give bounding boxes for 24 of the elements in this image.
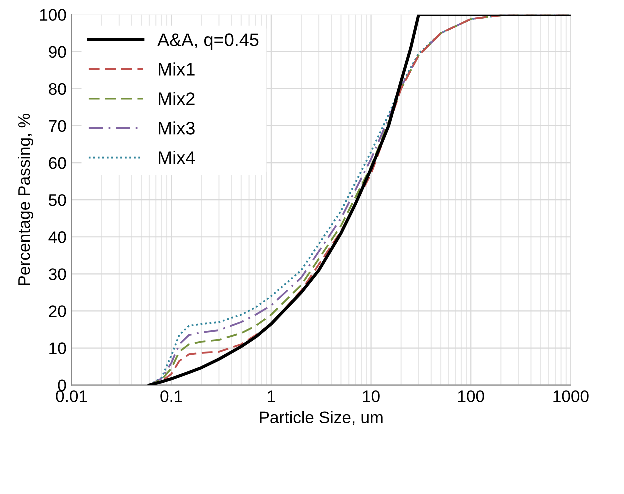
y-tick-label: 100 bbox=[40, 9, 66, 22]
y-tick-label: 70 bbox=[49, 120, 66, 132]
legend-label: Mix4 bbox=[159, 151, 196, 164]
y-axis-title: Percentage Passing, % bbox=[18, 114, 34, 286]
y-tick-label: 30 bbox=[49, 268, 66, 280]
x-axis-title: Particle Size, um bbox=[260, 411, 383, 426]
y-tick-label: 90 bbox=[49, 46, 66, 58]
y-tick-label: 10 bbox=[50, 342, 66, 354]
legend-label: Mix3 bbox=[159, 122, 195, 135]
x-tick-label: 10 bbox=[363, 390, 380, 402]
x-tick-label: 0.01 bbox=[56, 390, 88, 402]
y-tick-label: 0 bbox=[58, 380, 66, 392]
x-tick-label: 0.1 bbox=[160, 390, 182, 402]
legend-label: A&A, q=0.45 bbox=[158, 34, 259, 50]
y-tick-label: 40 bbox=[48, 232, 66, 244]
x-tick-label: 1000 bbox=[554, 390, 589, 402]
legend-label: Mix1 bbox=[159, 62, 195, 76]
legend-label: Mix2 bbox=[159, 92, 195, 106]
y-tick-label: 50 bbox=[49, 194, 66, 206]
x-tick-label: 100 bbox=[458, 390, 484, 402]
y-tick-label: 20 bbox=[49, 306, 66, 318]
x-tick-label: 1 bbox=[268, 390, 276, 402]
y-tick-label: 80 bbox=[49, 83, 66, 96]
y-tick-label: 60 bbox=[49, 157, 66, 170]
